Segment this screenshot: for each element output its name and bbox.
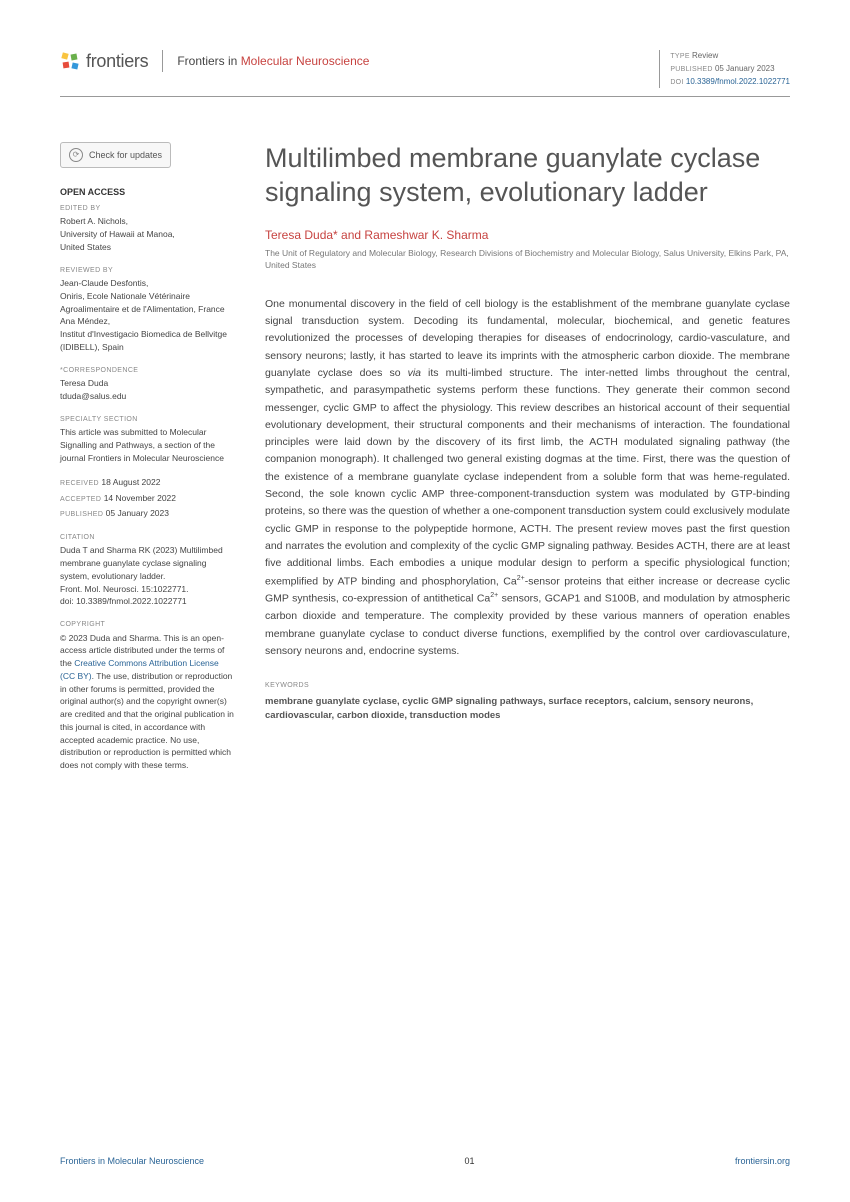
citation-text: Duda T and Sharma RK (2023) Multilimbed … bbox=[60, 544, 235, 608]
received-label: RECEIVED bbox=[60, 480, 99, 487]
type-value: Review bbox=[692, 51, 718, 60]
copyright-label: COPYRIGHT bbox=[60, 620, 235, 631]
type-label: TYPE bbox=[670, 53, 689, 60]
accepted-value: 14 November 2022 bbox=[104, 493, 176, 503]
divider bbox=[162, 50, 163, 72]
page-number: 01 bbox=[465, 1156, 475, 1166]
page-footer: Frontiers in Molecular Neuroscience 01 f… bbox=[60, 1148, 790, 1166]
article-main: Multilimbed membrane guanylate cyclase s… bbox=[265, 142, 790, 784]
dates-section: RECEIVED 18 August 2022 ACCEPTED 14 Nove… bbox=[60, 476, 235, 521]
journal-prefix: Frontiers in bbox=[177, 54, 240, 68]
edited-by-text: Robert A. Nichols, University of Hawaii … bbox=[60, 215, 235, 253]
citation-label: CITATION bbox=[60, 533, 235, 544]
affiliation: The Unit of Regulatory and Molecular Bio… bbox=[265, 248, 790, 272]
logo-text: frontiers bbox=[86, 51, 148, 72]
correspondence-section: *CORRESPONDENCE Teresa Duda tduda@salus.… bbox=[60, 366, 235, 403]
accepted-label: ACCEPTED bbox=[60, 496, 101, 503]
journal-highlight: Molecular Neuroscience bbox=[241, 54, 370, 68]
refresh-icon: ⟳ bbox=[69, 148, 83, 162]
copyright-post: . The use, distribution or reproduction … bbox=[60, 671, 234, 770]
header-left: frontiers Frontiers in Molecular Neurosc… bbox=[60, 50, 369, 72]
keywords: membrane guanylate cyclase, cyclic GMP s… bbox=[265, 695, 790, 724]
published-value: 05 January 2023 bbox=[106, 508, 169, 518]
journal-name: Frontiers in Molecular Neuroscience bbox=[177, 54, 369, 68]
correspondence-text: Teresa Duda tduda@salus.edu bbox=[60, 377, 235, 403]
abstract: One monumental discovery in the field of… bbox=[265, 296, 790, 661]
open-access-heading: OPEN ACCESS bbox=[60, 186, 235, 200]
article-title: Multilimbed membrane guanylate cyclase s… bbox=[265, 142, 790, 210]
citation-section: CITATION Duda T and Sharma RK (2023) Mul… bbox=[60, 533, 235, 608]
specialty-section: SPECIALTY SECTION This article was submi… bbox=[60, 415, 235, 465]
reviewed-by-text: Jean-Claude Desfontis, Oniris, Ecole Nat… bbox=[60, 277, 235, 354]
doi-label: DOI bbox=[670, 79, 683, 86]
correspondence-label: *CORRESPONDENCE bbox=[60, 366, 235, 377]
header-meta: TYPE Review PUBLISHED 05 January 2023 DO… bbox=[659, 50, 790, 88]
edited-by-section: EDITED BY Robert A. Nichols, University … bbox=[60, 204, 235, 254]
frontiers-logo: frontiers bbox=[60, 51, 148, 72]
footer-journal-link[interactable]: Frontiers in Molecular Neuroscience bbox=[60, 1156, 204, 1166]
reviewed-by-section: REVIEWED BY Jean-Claude Desfontis, Oniri… bbox=[60, 266, 235, 354]
sidebar: ⟳ Check for updates OPEN ACCESS EDITED B… bbox=[60, 142, 235, 784]
specialty-label: SPECIALTY SECTION bbox=[60, 415, 235, 426]
edited-by-label: EDITED BY bbox=[60, 204, 235, 215]
reviewed-by-label: REVIEWED BY bbox=[60, 266, 235, 277]
published-label: PUBLISHED bbox=[60, 511, 103, 518]
main-content: ⟳ Check for updates OPEN ACCESS EDITED B… bbox=[60, 142, 790, 784]
check-updates-button[interactable]: ⟳ Check for updates bbox=[60, 142, 171, 168]
footer-site-link[interactable]: frontiersin.org bbox=[735, 1156, 790, 1166]
specialty-text: This article was submitted to Molecular … bbox=[60, 426, 235, 464]
copyright-section: COPYRIGHT © 2023 Duda and Sharma. This i… bbox=[60, 620, 235, 772]
received-value: 18 August 2022 bbox=[101, 477, 160, 487]
pub-label: PUBLISHED bbox=[670, 66, 712, 73]
copyright-text: © 2023 Duda and Sharma. This is an open-… bbox=[60, 632, 235, 772]
doi-link[interactable]: 10.3389/fnmol.2022.1022771 bbox=[686, 77, 790, 86]
page-header: frontiers Frontiers in Molecular Neurosc… bbox=[60, 50, 790, 97]
logo-icon bbox=[60, 51, 80, 71]
check-updates-label: Check for updates bbox=[89, 149, 162, 163]
keywords-label: KEYWORDS bbox=[265, 682, 790, 689]
authors: Teresa Duda* and Rameshwar K. Sharma bbox=[265, 228, 790, 242]
pub-value: 05 January 2023 bbox=[715, 64, 775, 73]
